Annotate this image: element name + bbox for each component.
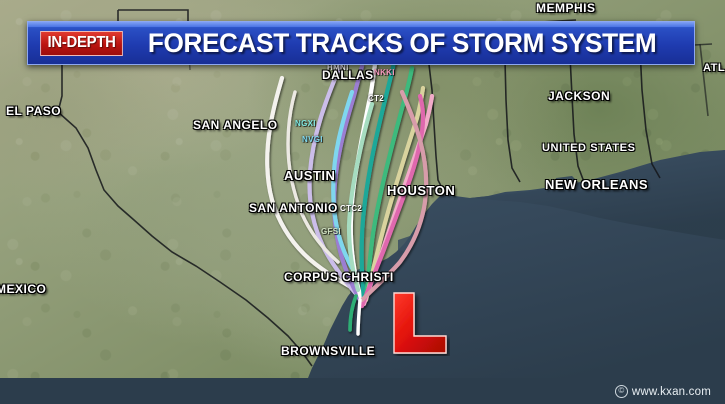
- banner-top-highlight: [28, 22, 694, 27]
- watermark: © www.kxan.com: [614, 385, 711, 398]
- headline-banner: IN-DEPTH FORECAST TRACKS OF STORM SYSTEM: [27, 21, 695, 65]
- copyright-icon: ©: [614, 385, 628, 398]
- watermark-text: www.kxan.com: [631, 385, 711, 398]
- in-depth-badge: IN-DEPTH: [40, 30, 124, 56]
- headline-text: FORECAST TRACKS OF STORM SYSTEM: [148, 27, 657, 58]
- bottom-bar: [0, 378, 725, 404]
